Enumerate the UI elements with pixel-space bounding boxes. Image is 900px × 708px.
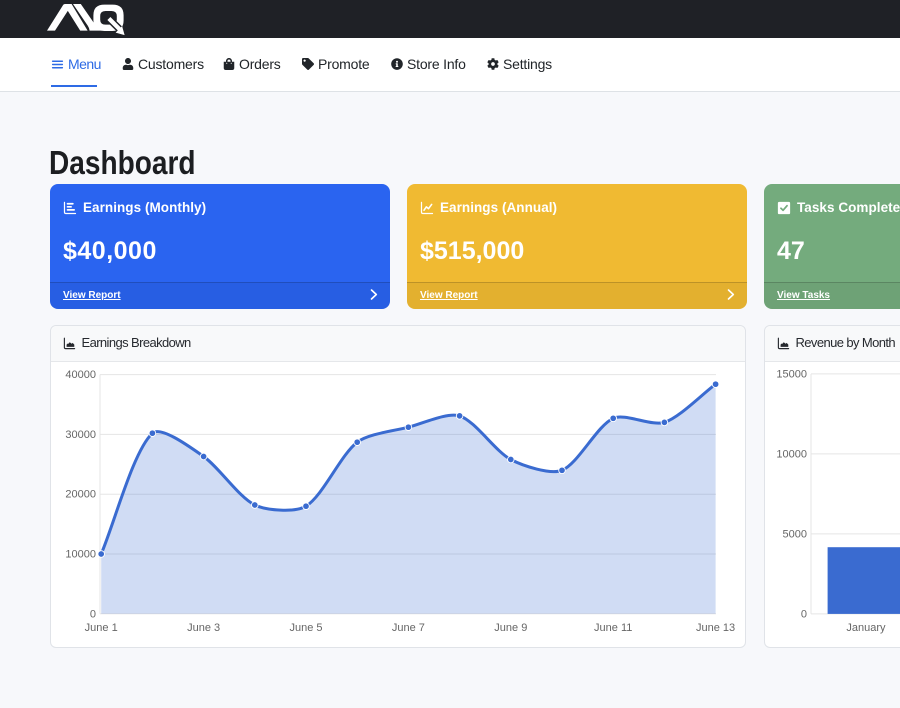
svg-text:10000: 10000 <box>65 549 96 561</box>
svg-text:June 11: June 11 <box>594 622 632 634</box>
svg-text:30000: 30000 <box>65 429 96 441</box>
svg-text:15000: 15000 <box>776 368 807 380</box>
svg-text:June 13: June 13 <box>696 622 735 634</box>
svg-text:40000: 40000 <box>65 369 96 381</box>
svg-text:June 1: June 1 <box>85 622 118 634</box>
svg-text:June 5: June 5 <box>289 622 322 634</box>
svg-text:January: January <box>846 622 886 634</box>
svg-text:0: 0 <box>90 608 96 620</box>
svg-text:June 9: June 9 <box>494 622 527 634</box>
svg-text:10000: 10000 <box>776 448 807 460</box>
svg-text:20000: 20000 <box>65 489 96 501</box>
svg-text:June 7: June 7 <box>392 622 425 634</box>
svg-text:5000: 5000 <box>783 528 807 540</box>
svg-text:June 3: June 3 <box>187 622 220 634</box>
svg-text:0: 0 <box>801 608 807 620</box>
